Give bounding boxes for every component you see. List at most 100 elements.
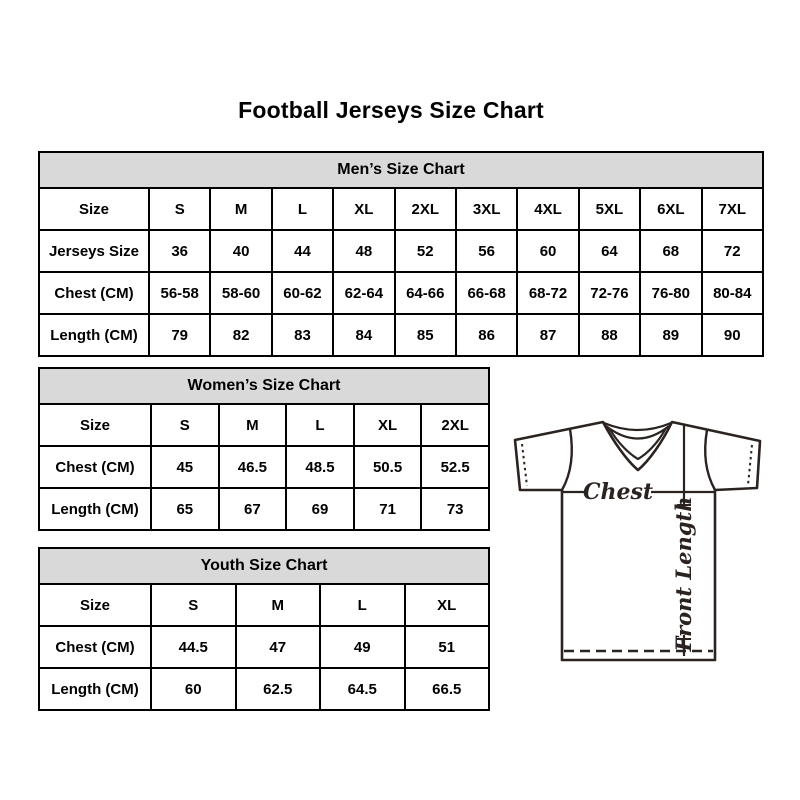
table-cell: 83 bbox=[270, 313, 335, 357]
table-cell: 72-76 bbox=[577, 271, 642, 315]
table-row: Size S M L XL 2XL bbox=[38, 403, 490, 447]
mens-size-table: Men’s Size Chart Size S M L XL 2XL 3XL 4… bbox=[38, 151, 765, 357]
front-length-label: Front Length bbox=[671, 497, 696, 653]
table-cell: 85 bbox=[393, 313, 457, 357]
table-cell: 62-64 bbox=[332, 271, 396, 315]
table-cell: 64-66 bbox=[393, 271, 457, 315]
collar-band-lines bbox=[603, 421, 672, 440]
row-label-cell: Size bbox=[38, 403, 152, 447]
table-cell: L bbox=[285, 403, 355, 447]
table-title-row: Men’s Size Chart bbox=[38, 151, 764, 189]
table-cell: S bbox=[150, 583, 237, 627]
table-cell: 36 bbox=[147, 229, 212, 273]
table-cell: 58-60 bbox=[209, 271, 273, 315]
table-cell: 90 bbox=[700, 313, 765, 357]
table-cell: 60 bbox=[516, 229, 580, 273]
table-cell: 52.5 bbox=[420, 445, 490, 489]
page-title: Football Jerseys Size Chart bbox=[238, 97, 544, 123]
table-cell: L bbox=[270, 187, 335, 231]
table-cell: 64 bbox=[577, 229, 642, 273]
table-cell: 71 bbox=[352, 487, 423, 531]
table-row: Chest (CM) 56-58 58-60 60-62 62-64 64-66… bbox=[38, 271, 765, 315]
table-row: Jerseys Size 36 40 44 48 52 56 60 64 68 … bbox=[38, 229, 765, 273]
table-cell: 68-72 bbox=[516, 271, 580, 315]
table-cell: 69 bbox=[285, 487, 355, 531]
table-title-row: Youth Size Chart bbox=[38, 547, 490, 585]
table-cell: 79 bbox=[147, 313, 212, 357]
womens-size-table: Women’s Size Chart Size S M L XL 2XL Che… bbox=[38, 367, 490, 531]
row-label-cell: Length (CM) bbox=[38, 487, 152, 531]
table-cell: S bbox=[147, 187, 212, 231]
row-label-cell: Size bbox=[38, 187, 150, 231]
table-cell: 56 bbox=[454, 229, 519, 273]
table-cell: 68 bbox=[639, 229, 703, 273]
left-armhole-seam-line bbox=[560, 428, 573, 491]
row-label-cell: Length (CM) bbox=[38, 667, 152, 711]
table-cell: 48 bbox=[332, 229, 396, 273]
table-cell: 52 bbox=[393, 229, 457, 273]
table-cell: XL bbox=[332, 187, 396, 231]
table-row: Size S M L XL 2XL 3XL 4XL 5XL 6XL 7XL bbox=[38, 187, 765, 231]
row-label-cell: Size bbox=[38, 583, 152, 627]
table-cell: 4XL bbox=[516, 187, 580, 231]
table-cell: M bbox=[234, 583, 321, 627]
table-cell: 2XL bbox=[420, 403, 490, 447]
table-row: Size S M L XL bbox=[38, 583, 490, 627]
table-cell: 6XL bbox=[639, 187, 703, 231]
table-cell: 72 bbox=[700, 229, 765, 273]
table-title-row: Women’s Size Chart bbox=[38, 367, 490, 405]
row-label-cell: Length (CM) bbox=[38, 313, 150, 357]
chest-label: Chest bbox=[583, 479, 653, 505]
table-cell: 56-58 bbox=[147, 271, 212, 315]
table-cell: 87 bbox=[516, 313, 580, 357]
row-label-cell: Chest (CM) bbox=[38, 271, 150, 315]
table-cell: 64.5 bbox=[319, 667, 406, 711]
table-cell: 49 bbox=[319, 625, 406, 669]
right-armhole-seam-line bbox=[704, 429, 717, 491]
table-row: Length (CM) 79 82 83 84 85 86 87 88 89 9… bbox=[38, 313, 765, 357]
table-cell: 7XL bbox=[700, 187, 765, 231]
row-label-cell: Jerseys Size bbox=[38, 229, 150, 273]
table-cell: 50.5 bbox=[352, 445, 423, 489]
table-cell: L bbox=[319, 583, 406, 627]
table-cell: M bbox=[217, 403, 288, 447]
table-cell: 66.5 bbox=[403, 667, 490, 711]
table-cell: 88 bbox=[577, 313, 642, 357]
table-title: Men’s Size Chart bbox=[38, 151, 764, 189]
table-cell: 84 bbox=[332, 313, 396, 357]
table-cell: 73 bbox=[420, 487, 490, 531]
row-label-cell: Chest (CM) bbox=[38, 445, 152, 489]
table-cell: 82 bbox=[209, 313, 273, 357]
table-cell: 89 bbox=[639, 313, 703, 357]
table-cell: 80-84 bbox=[700, 271, 765, 315]
chest-label-bg bbox=[585, 480, 651, 504]
table-cell: 51 bbox=[403, 625, 490, 669]
table-row: Length (CM) 65 67 69 71 73 bbox=[38, 487, 490, 531]
jersey-diagram: Chest Front Length bbox=[513, 420, 762, 662]
table-cell: 48.5 bbox=[285, 445, 355, 489]
table-cell: 86 bbox=[454, 313, 519, 357]
table-cell: 62.5 bbox=[234, 667, 321, 711]
table-cell: 66-68 bbox=[454, 271, 519, 315]
youth-size-table: Youth Size Chart Size S M L XL Chest (CM… bbox=[38, 547, 490, 711]
left-cuff-stitch-line bbox=[521, 443, 528, 487]
table-cell: 60-62 bbox=[270, 271, 335, 315]
table-row: Chest (CM) 45 46.5 48.5 50.5 52.5 bbox=[38, 445, 490, 489]
row-label-cell: Chest (CM) bbox=[38, 625, 152, 669]
table-cell: 40 bbox=[209, 229, 273, 273]
table-cell: 45 bbox=[150, 445, 220, 489]
table-cell: M bbox=[209, 187, 273, 231]
table-cell: 65 bbox=[150, 487, 220, 531]
table-row: Length (CM) 60 62.5 64.5 66.5 bbox=[38, 667, 490, 711]
right-cuff-stitch-line bbox=[747, 444, 753, 486]
table-cell: 46.5 bbox=[217, 445, 288, 489]
table-cell: 67 bbox=[217, 487, 288, 531]
table-cell: XL bbox=[352, 403, 423, 447]
collar-inner-v-line bbox=[608, 427, 667, 461]
table-title: Youth Size Chart bbox=[38, 547, 490, 585]
table-cell: 76-80 bbox=[639, 271, 703, 315]
table-cell: 47 bbox=[234, 625, 321, 669]
table-cell: S bbox=[150, 403, 220, 447]
table-cell: 60 bbox=[150, 667, 237, 711]
